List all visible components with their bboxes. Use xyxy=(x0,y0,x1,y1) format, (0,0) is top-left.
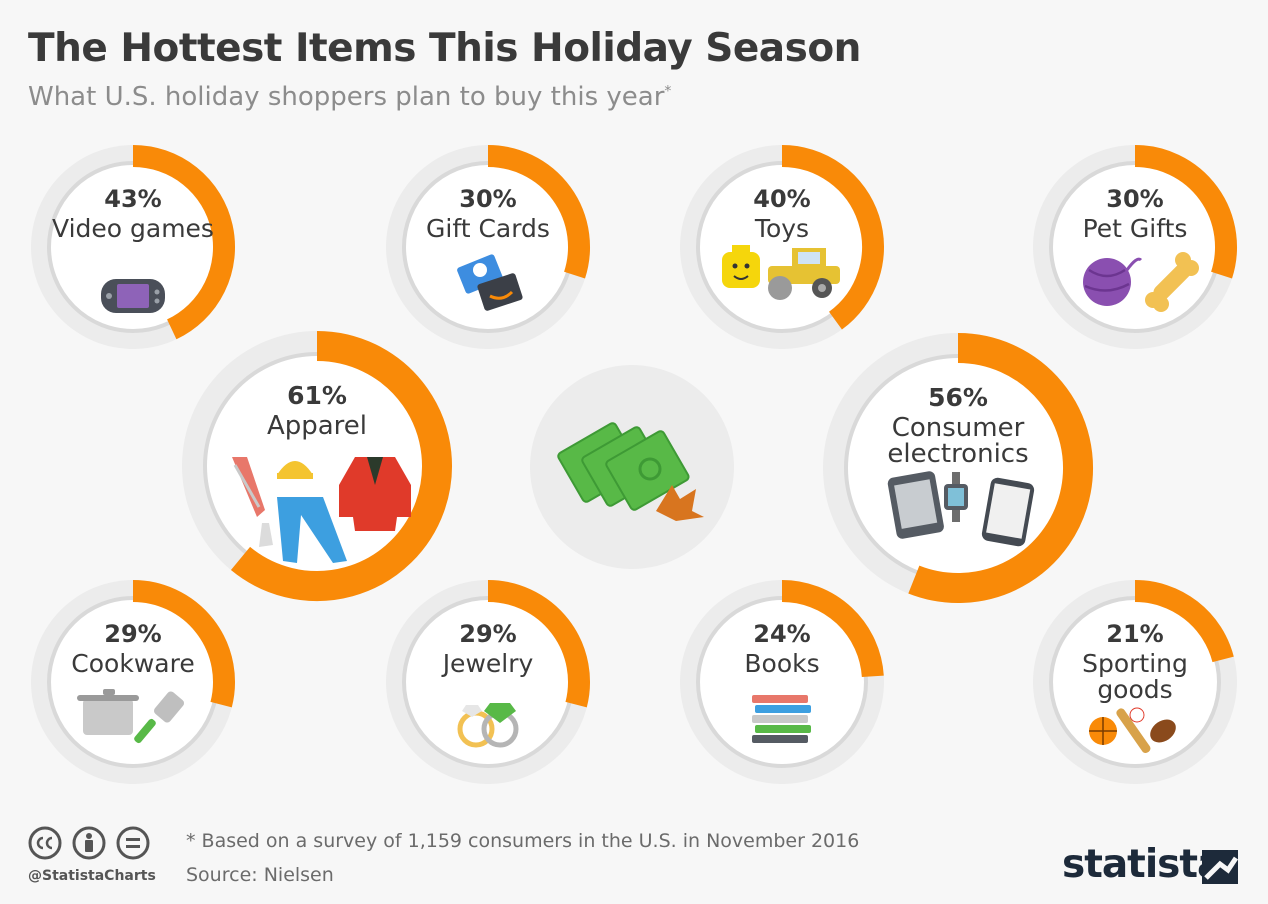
value-label: 29% xyxy=(459,620,516,648)
survey-note: * Based on a survey of 1,159 consumers i… xyxy=(186,830,860,852)
category-label: Pet Gifts xyxy=(1083,214,1188,243)
donut-item: 29%Cookware xyxy=(31,580,235,784)
donut-item: 29%Jewelry xyxy=(386,580,590,784)
category-label: Gift Cards xyxy=(426,214,550,243)
donut-arc xyxy=(230,331,452,601)
pet-gifts-icon xyxy=(1083,252,1199,312)
category-label: Books xyxy=(744,649,819,678)
donut-arc xyxy=(487,580,590,708)
value-label: 61% xyxy=(287,381,347,410)
statista-logo-mark-icon xyxy=(1202,850,1238,884)
category-label: Toys xyxy=(754,214,809,243)
statista-handle[interactable]: @StatistaCharts xyxy=(28,868,156,884)
value-label: 56% xyxy=(928,383,988,412)
toys-icon xyxy=(722,245,840,300)
category-label: Cookware xyxy=(71,649,194,678)
value-label: 30% xyxy=(459,185,516,213)
license-icons xyxy=(28,826,150,860)
subtitle-asterisk: * xyxy=(664,83,672,100)
value-label: 40% xyxy=(753,185,810,213)
cookware-icon xyxy=(77,689,185,744)
category-label: Jewelry xyxy=(441,649,534,678)
rings-icon xyxy=(457,703,519,748)
electronics-icon xyxy=(887,471,1035,547)
books-icon xyxy=(752,695,811,743)
gift-cards-icon xyxy=(457,254,523,311)
donut-arc xyxy=(908,333,1094,603)
category-label: Video games xyxy=(52,214,214,243)
donut-arc xyxy=(1134,145,1237,279)
source-note: Source: Nielsen xyxy=(186,864,334,886)
attribution-icon xyxy=(72,826,106,860)
chart-title: The Hottest Items This Holiday Season xyxy=(28,26,861,71)
donut-item: 30%Gift Cards xyxy=(386,145,590,349)
donut-item: 61%Apparel xyxy=(182,331,452,601)
donut-arc xyxy=(781,145,884,330)
category-label: Sporting xyxy=(1082,649,1188,678)
donut-item: 43%Video games xyxy=(31,145,235,349)
category-label: Apparel xyxy=(267,411,367,441)
donut-arc xyxy=(487,145,590,279)
donut-item: 24%Books xyxy=(680,580,884,784)
donut-arc xyxy=(781,580,884,678)
statista-logo[interactable]: statista xyxy=(1062,842,1223,887)
game-console-icon xyxy=(101,279,165,313)
no-derivatives-icon xyxy=(116,826,150,860)
value-label: 30% xyxy=(1106,185,1163,213)
donut-arc xyxy=(1134,580,1234,663)
category-label: Consumer xyxy=(892,413,1025,443)
value-label: 24% xyxy=(753,620,810,648)
donut-arc xyxy=(132,580,235,708)
money-leaf-icon xyxy=(557,422,704,521)
apparel-icon xyxy=(232,457,411,563)
chart-subtitle: What U.S. holiday shoppers plan to buy t… xyxy=(28,82,671,112)
donut-item: 40%Toys xyxy=(680,145,884,349)
donut-arc xyxy=(132,145,235,340)
category-label: electronics xyxy=(887,439,1028,469)
sports-balls-icon xyxy=(1089,707,1176,754)
cc-icon xyxy=(28,826,62,860)
value-label: 21% xyxy=(1106,620,1163,648)
donut-item: 30%Pet Gifts xyxy=(1033,145,1237,349)
subtitle-text: What U.S. holiday shoppers plan to buy t… xyxy=(28,82,665,112)
category-label: goods xyxy=(1097,675,1172,704)
value-label: 29% xyxy=(104,620,161,648)
value-label: 43% xyxy=(104,185,161,213)
center-decoration xyxy=(530,365,734,569)
